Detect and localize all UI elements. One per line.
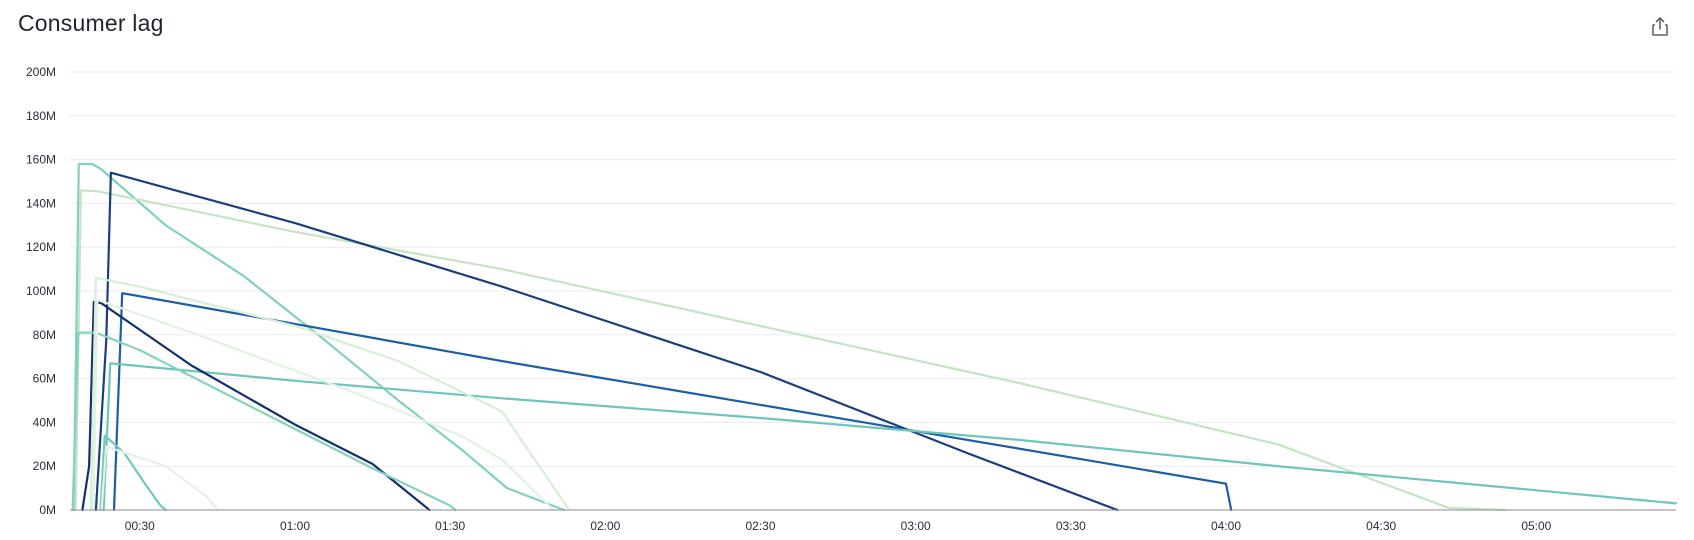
series-line-5[interactable] [102, 362, 1678, 512]
y-tick-label: 140M [26, 196, 56, 210]
y-tick-label: 0M [39, 503, 56, 517]
y-tick-label: 80M [33, 328, 56, 342]
x-tick-label: 04:00 [1211, 519, 1241, 533]
y-tick-label: 180M [26, 109, 56, 123]
series-line-2[interactable] [74, 189, 1507, 512]
y-tick-label: 20M [33, 459, 56, 473]
x-tick-label: 00:30 [125, 519, 155, 533]
y-tick-label: 120M [26, 240, 56, 254]
x-tick-label: 03:00 [901, 519, 931, 533]
series-line-4[interactable] [112, 292, 1233, 512]
series-line-6[interactable] [81, 300, 431, 512]
x-tick-label: 01:00 [280, 519, 310, 533]
series-line-9[interactable] [92, 298, 555, 512]
y-tick-label: 200M [26, 65, 56, 79]
x-tick-label: 04:30 [1366, 519, 1396, 533]
y-tick-label: 160M [26, 153, 56, 167]
series-line-3[interactable] [94, 171, 1119, 512]
x-axis-tick-labels: 00:30 01:00 01:30 02:00 02:30 03:00 03:30 04:00… [125, 519, 1552, 533]
x-tick-label: 02:30 [745, 519, 775, 533]
series-line-10[interactable] [99, 434, 167, 512]
grid-lines [70, 71, 1676, 467]
y-axis-tick-labels: 0M 20M 40M 60M 80M 100M 120M 140M 160M 180M 200M [26, 65, 56, 517]
series-line-11[interactable] [100, 445, 219, 512]
panel-title: Consumer lag [18, 10, 164, 36]
series-line-8[interactable] [89, 276, 571, 512]
x-tick-label: 05:00 [1521, 519, 1551, 533]
x-tick-label: 01:30 [435, 519, 465, 533]
share-export-icon [1652, 17, 1668, 36]
series-line-7[interactable] [71, 331, 457, 512]
y-tick-label: 40M [33, 415, 56, 429]
x-tick-label: 03:30 [1056, 519, 1086, 533]
series-line-1[interactable] [72, 162, 566, 512]
series-lines [71, 162, 1678, 512]
y-tick-label: 100M [26, 284, 56, 298]
x-tick-label: 02:00 [590, 519, 620, 533]
share-button[interactable] [1648, 15, 1672, 39]
y-tick-label: 60M [33, 372, 56, 386]
